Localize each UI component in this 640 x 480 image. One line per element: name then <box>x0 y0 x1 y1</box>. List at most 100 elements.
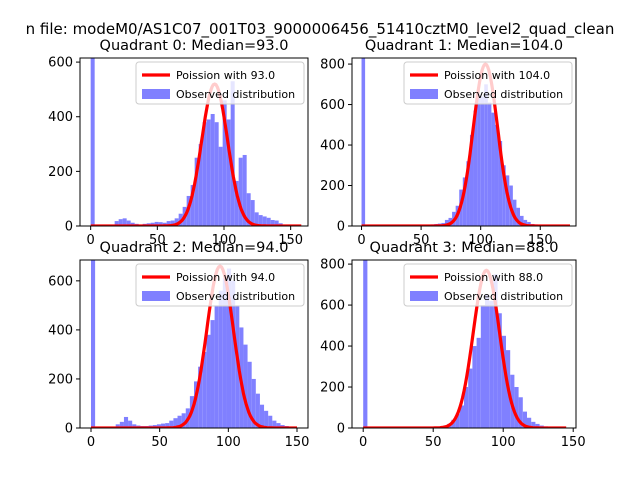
histogram-bar <box>90 58 95 226</box>
x-tick-label: 0 <box>87 435 95 450</box>
histogram-bar <box>444 219 449 226</box>
y-tick-label: 400 <box>320 139 345 154</box>
histogram-bar <box>502 165 506 226</box>
histogram-bar <box>494 124 499 226</box>
y-tick-label: 0 <box>65 422 73 437</box>
y-tick-label: 800 <box>320 258 345 273</box>
histogram-bar <box>535 423 540 428</box>
histogram-bar <box>130 222 135 226</box>
quadrant-panel-2: 0 50 100 150 0 200 400 600 Quadrant 2: Median=94… <box>48 240 309 450</box>
histogram-bar <box>527 417 532 428</box>
x-tick-label: 150 <box>278 233 303 248</box>
histogram-bar <box>123 416 129 428</box>
x-tick-label: 150 <box>528 233 553 248</box>
histogram-bar <box>90 260 96 428</box>
histogram-bar <box>206 334 211 428</box>
legend-bar-swatch <box>142 89 170 99</box>
histogram-bar <box>242 154 247 226</box>
x-tick-label: 50 <box>413 233 430 248</box>
histogram-bar <box>451 419 456 428</box>
quadrant-panel-3: 0 50 100 150 0 200 400 600 800 Quadrant 3: Median… <box>320 240 585 450</box>
histogram-bar <box>274 220 279 226</box>
histogram-bar <box>194 381 199 428</box>
histogram-bar <box>469 134 474 226</box>
histogram-bar <box>497 313 502 428</box>
quadrant-panel-1: 0 50 100 150 0 200 400 600 800 Quadrant 1: Median… <box>320 38 577 248</box>
x-tick-label: 50 <box>425 435 442 450</box>
legend: Poission with 94.0 Observed distribution <box>135 263 305 307</box>
y-tick-label: 200 <box>48 165 73 180</box>
histogram-bar <box>165 423 170 428</box>
histogram-bar <box>202 351 207 428</box>
poisson-fit-line <box>90 264 298 428</box>
y-tick-label: 200 <box>320 381 345 396</box>
histogram-bar <box>476 337 481 428</box>
figure-suptitle: n file: modeM0/AS1C07_001T03_9000006456_… <box>26 20 615 39</box>
histogram-bar <box>487 102 492 226</box>
histogram-bar <box>258 215 263 226</box>
y-tick-label: 600 <box>320 299 345 314</box>
legend-entry-observed: Observed distribution <box>176 290 295 303</box>
x-tick-label: 150 <box>285 435 310 450</box>
histogram-bar <box>214 305 219 428</box>
histogram-bar <box>251 378 256 428</box>
histogram-bar <box>462 177 467 226</box>
axes-frame <box>351 57 577 227</box>
x-tick-label: 50 <box>151 435 168 450</box>
histogram-bar <box>464 387 469 428</box>
x-tick-label: 50 <box>149 233 166 248</box>
histogram-bar <box>363 260 368 428</box>
histogram-bar <box>254 212 259 226</box>
y-tick-label: 0 <box>337 220 345 235</box>
histogram-bar <box>156 424 162 428</box>
histogram-bar <box>122 218 127 226</box>
y-tick-label: 600 <box>48 56 73 71</box>
histogram-bar <box>173 418 178 428</box>
panel-title: Quadrant 2: Median=94.0 <box>100 240 289 256</box>
legend-bar-swatch <box>410 89 438 99</box>
histogram-bar <box>272 420 277 428</box>
histogram-bar <box>202 122 207 226</box>
panel-title: Quadrant 0: Median=93.0 <box>100 38 289 54</box>
histogram-bar <box>270 219 275 226</box>
histogram-bar <box>126 220 131 226</box>
legend-bar-swatch <box>410 291 438 301</box>
histogram-bar <box>114 221 119 226</box>
legend: Poission with 88.0 Observed distribution <box>403 263 573 307</box>
legend-box <box>403 61 573 105</box>
histogram-bar <box>128 420 133 428</box>
histogram-bar <box>264 410 269 428</box>
histogram-bar <box>154 221 159 226</box>
histogram-bar <box>158 222 163 226</box>
panels: 0 50 100 150 0 200 400 600 Quadrant 0: Median=93… <box>48 38 585 450</box>
histogram-bar <box>198 366 203 428</box>
histogram-bar <box>468 368 473 428</box>
histogram-bar <box>247 361 252 428</box>
legend-entry-fit: Poission with 93.0 <box>176 69 275 82</box>
histogram-bar <box>480 305 485 428</box>
histogram-bar <box>218 146 223 226</box>
histogram-bar <box>516 207 520 226</box>
y-tick-label: 600 <box>320 98 345 113</box>
histogram-bar <box>115 424 120 428</box>
x-tick-label: 100 <box>491 435 516 450</box>
legend: Poission with 104.0 Observed distribution <box>403 61 573 105</box>
histogram-bar <box>527 221 531 226</box>
histogram-bar <box>210 114 215 226</box>
legend: Poission with 93.0 Observed distribution <box>135 61 305 105</box>
histogram-bar <box>231 280 236 428</box>
histogram-bar <box>512 199 517 226</box>
histogram-bar <box>190 185 195 226</box>
histogram-bar <box>485 294 490 428</box>
histogram-bar <box>473 110 478 226</box>
plot-area <box>90 260 298 428</box>
histogram-bar <box>118 219 123 226</box>
histogram-bar <box>222 278 227 428</box>
axes-frame <box>79 57 309 227</box>
histogram-bar <box>493 274 498 428</box>
quadrant-panel-0: 0 50 100 150 0 200 400 600 Quadrant 0: Median=93… <box>48 38 309 248</box>
histogram-bar <box>498 140 503 226</box>
histogram-bar <box>194 157 199 226</box>
panel-title: Quadrant 3: Median=88.0 <box>370 240 559 256</box>
